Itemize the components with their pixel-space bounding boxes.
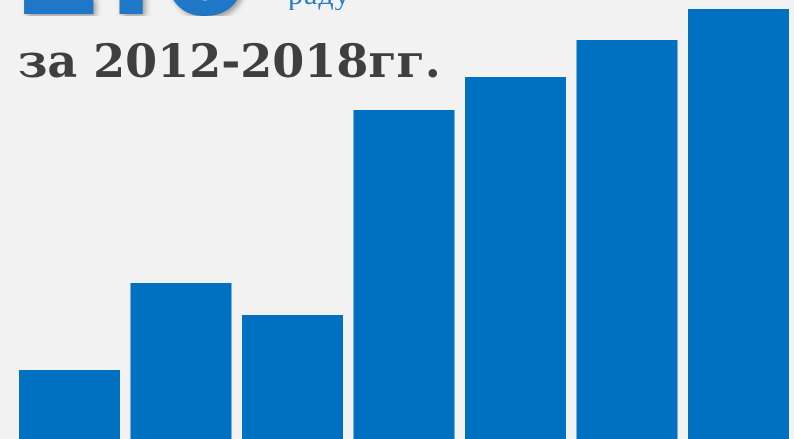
bar-2015 xyxy=(353,110,455,439)
bar-2017 xyxy=(576,40,678,439)
bar-2013 xyxy=(130,283,232,439)
bar-2014 xyxy=(242,315,343,439)
headline-number: 2.6 xyxy=(14,0,250,16)
headline-number-clip: 2.6 xyxy=(0,0,260,16)
bar-2012 xyxy=(19,370,120,439)
headline-text-clip: раду xyxy=(288,0,448,10)
bar-2016 xyxy=(465,77,566,439)
chart-subtitle: за 2012-2018гг. xyxy=(18,34,441,88)
bar-2018 xyxy=(688,9,789,439)
headline-text: раду xyxy=(288,0,351,10)
